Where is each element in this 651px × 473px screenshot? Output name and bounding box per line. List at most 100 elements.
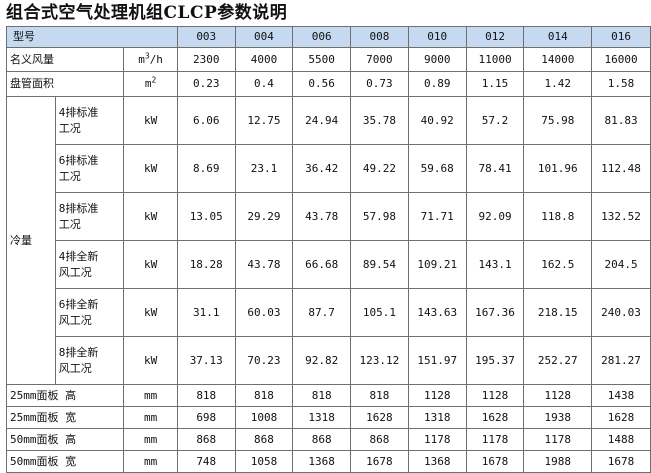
value-cell: 43.78 (292, 192, 352, 241)
condition-line-1: 6排全新 (58, 297, 99, 311)
value-cell: 1678 (465, 450, 525, 473)
value-cell: 40.92 (407, 96, 467, 145)
unit-cell: kW (123, 240, 178, 289)
model-header-label: 型号 (6, 26, 178, 48)
value-cell: 818 (176, 384, 236, 407)
model-header-cell: 008 (350, 26, 409, 48)
value-cell: 1988 (523, 450, 593, 473)
value-cell: 105.1 (350, 288, 409, 337)
condition-label: 8排标准工况 (54, 192, 125, 241)
model-header-cell: 003 (176, 26, 236, 48)
value-cell: 4000 (234, 47, 294, 72)
value-cell: 89.54 (350, 240, 409, 289)
parameter-table: 型号 003 004 006 008 010 012 014 016 名义风量 m3/h 2300 40… (5, 26, 651, 473)
value-cell: 0.23 (176, 71, 236, 97)
value-cell: 57.2 (465, 96, 525, 145)
table-row: 6排全新 风工况 kW 31.1 60.03 87.7 105.1 143.63 167.36 2… (7, 288, 651, 337)
value-cell: 167.36 (465, 288, 525, 337)
value-cell: 162.5 (523, 240, 593, 289)
value-cell: 70.23 (234, 336, 294, 385)
value-cell: 75.98 (523, 96, 593, 145)
unit-cell: mm (123, 406, 178, 429)
condition-label: 4排全新 风工况 (54, 240, 125, 289)
value-cell: 1.15 (465, 71, 525, 97)
value-cell: 66.68 (292, 240, 352, 289)
value-cell: 8.69 (176, 144, 236, 193)
value-cell: 16000 (591, 47, 651, 72)
condition-line-1: 4排全新 (58, 249, 99, 263)
value-cell: 87.7 (292, 288, 352, 337)
value-cell: 1368 (292, 450, 352, 473)
value-cell: 81.83 (591, 96, 651, 145)
model-header-cell: 010 (407, 26, 467, 48)
value-cell: 818 (350, 384, 409, 407)
value-cell: 43.78 (234, 240, 294, 289)
value-cell: 23.1 (234, 144, 294, 193)
value-cell: 868 (234, 428, 294, 451)
value-cell: 0.89 (407, 71, 467, 97)
value-cell: 1.58 (591, 71, 651, 97)
condition-line-1: 6排标准 (58, 153, 99, 167)
model-header-cell: 016 (591, 26, 651, 48)
unit-exponent: 2 (151, 75, 157, 85)
condition-line-1: 8排标准 (58, 201, 99, 215)
unit-cell: kW (123, 288, 178, 337)
value-cell: 1678 (350, 450, 409, 473)
value-cell: 6.06 (176, 96, 236, 145)
unit-cell: kW (123, 96, 178, 145)
value-cell: 13.05 (176, 192, 236, 241)
value-cell: 2300 (176, 47, 236, 72)
value-cell: 57.98 (350, 192, 409, 241)
table-row: 6排标准 工况 kW 8.69 23.1 36.42 49.22 59.68 78.41 101.… (7, 144, 651, 193)
value-cell: 252.27 (523, 336, 593, 385)
unit-cell: kW (123, 144, 178, 193)
unit-base: m (138, 52, 145, 66)
table-row: 8排标准 工况 kW 13.05 29.29 43.78 57.98 71.71 92.09 11… (7, 192, 651, 241)
value-cell: 1128 (523, 384, 593, 407)
table-row: 名义风量 m3/h 2300 4000 5500 7000 9000 11000 14000 16… (5, 47, 651, 72)
value-cell: 49.22 (350, 144, 409, 193)
value-cell: 1938 (523, 406, 593, 429)
value-cell: 5500 (292, 47, 352, 72)
value-cell: 1678 (591, 450, 651, 473)
value-cell: 132.52 (591, 192, 651, 241)
value-cell: 12.75 (234, 96, 294, 145)
value-cell: 868 (350, 428, 409, 451)
unit-base: m (144, 77, 152, 90)
value-cell: 36.42 (292, 144, 352, 193)
model-header-cell: 014 (523, 26, 593, 48)
condition-line-1: 4排标准 (58, 105, 99, 119)
unit-tail: /h (149, 52, 163, 66)
value-cell: 1628 (591, 406, 651, 429)
value-cell: 868 (176, 428, 236, 451)
value-cell: 29.29 (234, 192, 294, 241)
model-header-cell: 004 (234, 26, 294, 48)
table-row: 25mm面板 宽 mm 698 1008 1318 1628 1318 1628 1938 162… (5, 406, 651, 429)
value-cell: 109.21 (407, 240, 467, 289)
condition-line-2: 风工况 (58, 313, 92, 327)
value-cell: 112.48 (591, 144, 651, 193)
value-cell: 698 (176, 406, 236, 429)
value-cell: 1008 (234, 406, 294, 429)
value-cell: 1178 (523, 428, 593, 451)
value-cell: 818 (234, 384, 294, 407)
value-cell: 1628 (465, 406, 525, 429)
row-label: 50mm面板 宽 (5, 450, 125, 473)
cooling-label: 冷量 (6, 96, 56, 385)
value-cell: 1128 (407, 384, 467, 407)
value-cell: 35.78 (350, 96, 409, 145)
unit-cell: mm (123, 428, 178, 451)
model-header-cell: 006 (292, 26, 352, 48)
condition-line-2: 工况 (58, 169, 81, 183)
value-cell: 60.03 (234, 288, 294, 337)
condition-line-2: 工况 (58, 217, 81, 231)
value-cell: 151.97 (407, 336, 467, 385)
unit-cell: m2 (123, 71, 178, 97)
value-cell: 59.68 (407, 144, 467, 193)
value-cell: 1318 (407, 406, 467, 429)
unit-cell: mm (123, 384, 178, 407)
condition-line-1: 8排全新 (58, 345, 99, 359)
value-cell: 78.41 (465, 144, 525, 193)
value-cell: 1368 (407, 450, 467, 473)
row-label: 25mm面板 高 (5, 384, 125, 407)
